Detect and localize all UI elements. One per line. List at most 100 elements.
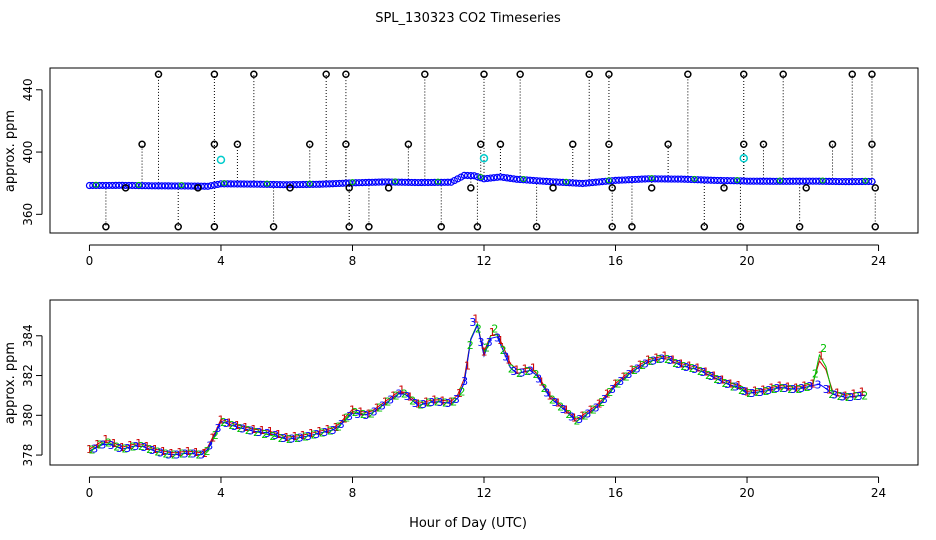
baseline-point bbox=[579, 179, 587, 188]
series-point-label-1: 1 bbox=[793, 381, 800, 394]
raw-spike-point bbox=[480, 70, 488, 78]
series-point-label-3: 3 bbox=[420, 398, 427, 411]
raw-spike-point bbox=[759, 140, 768, 149]
series-point-label-2: 2 bbox=[171, 449, 178, 462]
series-point-label-1: 1 bbox=[744, 385, 751, 398]
series-point-label-2: 2 bbox=[417, 399, 424, 412]
alt-point bbox=[178, 182, 185, 189]
series-point-label-2: 2 bbox=[606, 386, 613, 399]
series-point-label-2: 2 bbox=[804, 381, 811, 394]
alt-point bbox=[392, 178, 399, 185]
series-point-label-3: 3 bbox=[617, 375, 624, 388]
raw-spike-point bbox=[647, 184, 656, 192]
series-point-label-3: 3 bbox=[182, 447, 189, 460]
series-point-label-1: 1 bbox=[226, 416, 233, 429]
series-point-label-1: 1 bbox=[431, 393, 438, 406]
raw-spike-point bbox=[848, 70, 856, 78]
baseline-point bbox=[470, 172, 478, 180]
x-tick-label: 0 bbox=[86, 254, 94, 268]
series-point-label-1: 1 bbox=[818, 349, 825, 362]
series-point-label-2: 2 bbox=[269, 430, 276, 443]
y-tick-label: 380 bbox=[21, 404, 35, 427]
series-point-label-1: 1 bbox=[242, 421, 249, 434]
raw-spike-point bbox=[628, 223, 636, 231]
series-point-label-2: 2 bbox=[820, 342, 827, 355]
series-point-label-1: 1 bbox=[341, 412, 348, 425]
series-point-label-3: 3 bbox=[288, 433, 295, 446]
series-point-label-2: 2 bbox=[664, 353, 671, 366]
raw-spike-point bbox=[233, 140, 242, 149]
x-tick-label: 4 bbox=[217, 254, 225, 268]
series-point-label-1: 1 bbox=[522, 363, 529, 376]
series-point-label-3: 3 bbox=[815, 378, 822, 391]
raw-spike-point bbox=[210, 140, 219, 149]
raw-spike-point bbox=[210, 223, 219, 231]
series-point-label-1: 1 bbox=[546, 389, 553, 402]
series-point-label-3: 3 bbox=[91, 443, 98, 456]
alt-point bbox=[93, 181, 100, 188]
series-point-label-1: 1 bbox=[850, 387, 857, 400]
raw-spike-point bbox=[700, 223, 709, 231]
series-point-label-3: 3 bbox=[831, 389, 838, 402]
series-point-label-2: 2 bbox=[163, 448, 170, 461]
series-point-label-1: 1 bbox=[86, 443, 93, 456]
series-point-label-3: 3 bbox=[445, 397, 452, 410]
series-point-label-1: 1 bbox=[316, 425, 323, 438]
lower-x-axis: 0 4 8 12 16 20 24 bbox=[86, 476, 886, 500]
series-point-label-1: 1 bbox=[390, 389, 397, 402]
series-point-label-3: 3 bbox=[412, 397, 419, 410]
series-point-label-2: 2 bbox=[327, 425, 334, 438]
series-point-label-1: 1 bbox=[678, 358, 685, 371]
series-point-label-1: 1 bbox=[735, 379, 742, 392]
series-point-label-2: 2 bbox=[154, 446, 161, 459]
series-point-label-1: 1 bbox=[505, 354, 512, 367]
lower-plot-frame bbox=[49, 299, 919, 466]
series-point-label-3: 3 bbox=[478, 336, 485, 349]
series-point-label-3: 3 bbox=[683, 361, 690, 374]
series-point-label-1: 1 bbox=[711, 370, 718, 383]
baseline-point bbox=[506, 174, 514, 182]
series-point-label-1: 1 bbox=[530, 362, 537, 375]
series-point-label-1: 1 bbox=[859, 385, 866, 398]
raw-spike-point bbox=[121, 184, 130, 192]
series-point-label-2: 2 bbox=[697, 365, 704, 378]
series-point-label-3: 3 bbox=[157, 446, 164, 459]
series-point-label-1: 1 bbox=[275, 428, 282, 441]
series-point-label-3: 3 bbox=[206, 440, 213, 453]
alt-point bbox=[563, 178, 570, 185]
series-point-label-2: 2 bbox=[861, 389, 868, 402]
series-point-label-2: 2 bbox=[631, 364, 638, 377]
lower-series-lines bbox=[89, 322, 866, 456]
series-point-label-2: 2 bbox=[442, 397, 449, 410]
series-point-label-3: 3 bbox=[642, 357, 649, 370]
series-point-label-3: 3 bbox=[667, 354, 674, 367]
series-point-label-2: 2 bbox=[763, 385, 770, 398]
baseline-point bbox=[214, 180, 222, 189]
series-point-label-3: 3 bbox=[519, 366, 526, 379]
series-point-label-2: 2 bbox=[467, 339, 474, 352]
upper-plot-frame bbox=[49, 67, 919, 234]
series-point-label-3: 3 bbox=[354, 408, 361, 421]
x-tick-label: 16 bbox=[608, 486, 623, 500]
series-point-label-2: 2 bbox=[656, 353, 663, 366]
baseline-point bbox=[509, 175, 518, 183]
series-point-label-1: 1 bbox=[168, 447, 175, 460]
series-point-label-2: 2 bbox=[713, 373, 720, 386]
series-point-label-3: 3 bbox=[625, 368, 632, 381]
series-point-label-2: 2 bbox=[853, 390, 860, 403]
raw-spike-point bbox=[467, 184, 475, 192]
baseline-point bbox=[529, 176, 537, 185]
series-point-label-2: 2 bbox=[565, 408, 572, 421]
series-point-label-2: 2 bbox=[360, 408, 367, 421]
raw-spike-point bbox=[871, 223, 880, 231]
y-tick-label: 400 bbox=[21, 141, 35, 164]
series-point-label-3: 3 bbox=[338, 418, 345, 431]
raw-spike-point bbox=[473, 223, 482, 231]
series-point-label-2: 2 bbox=[648, 355, 655, 368]
raw-spike-point bbox=[305, 140, 314, 149]
series-point-label-1: 1 bbox=[119, 441, 126, 454]
series-point-label-3: 3 bbox=[823, 383, 830, 396]
x-tick-label: 12 bbox=[476, 486, 491, 500]
x-tick-label: 4 bbox=[217, 486, 225, 500]
upper-panel: 0 4 8 12 16 20 24 360 400 440 approx. ppm bbox=[3, 67, 919, 268]
